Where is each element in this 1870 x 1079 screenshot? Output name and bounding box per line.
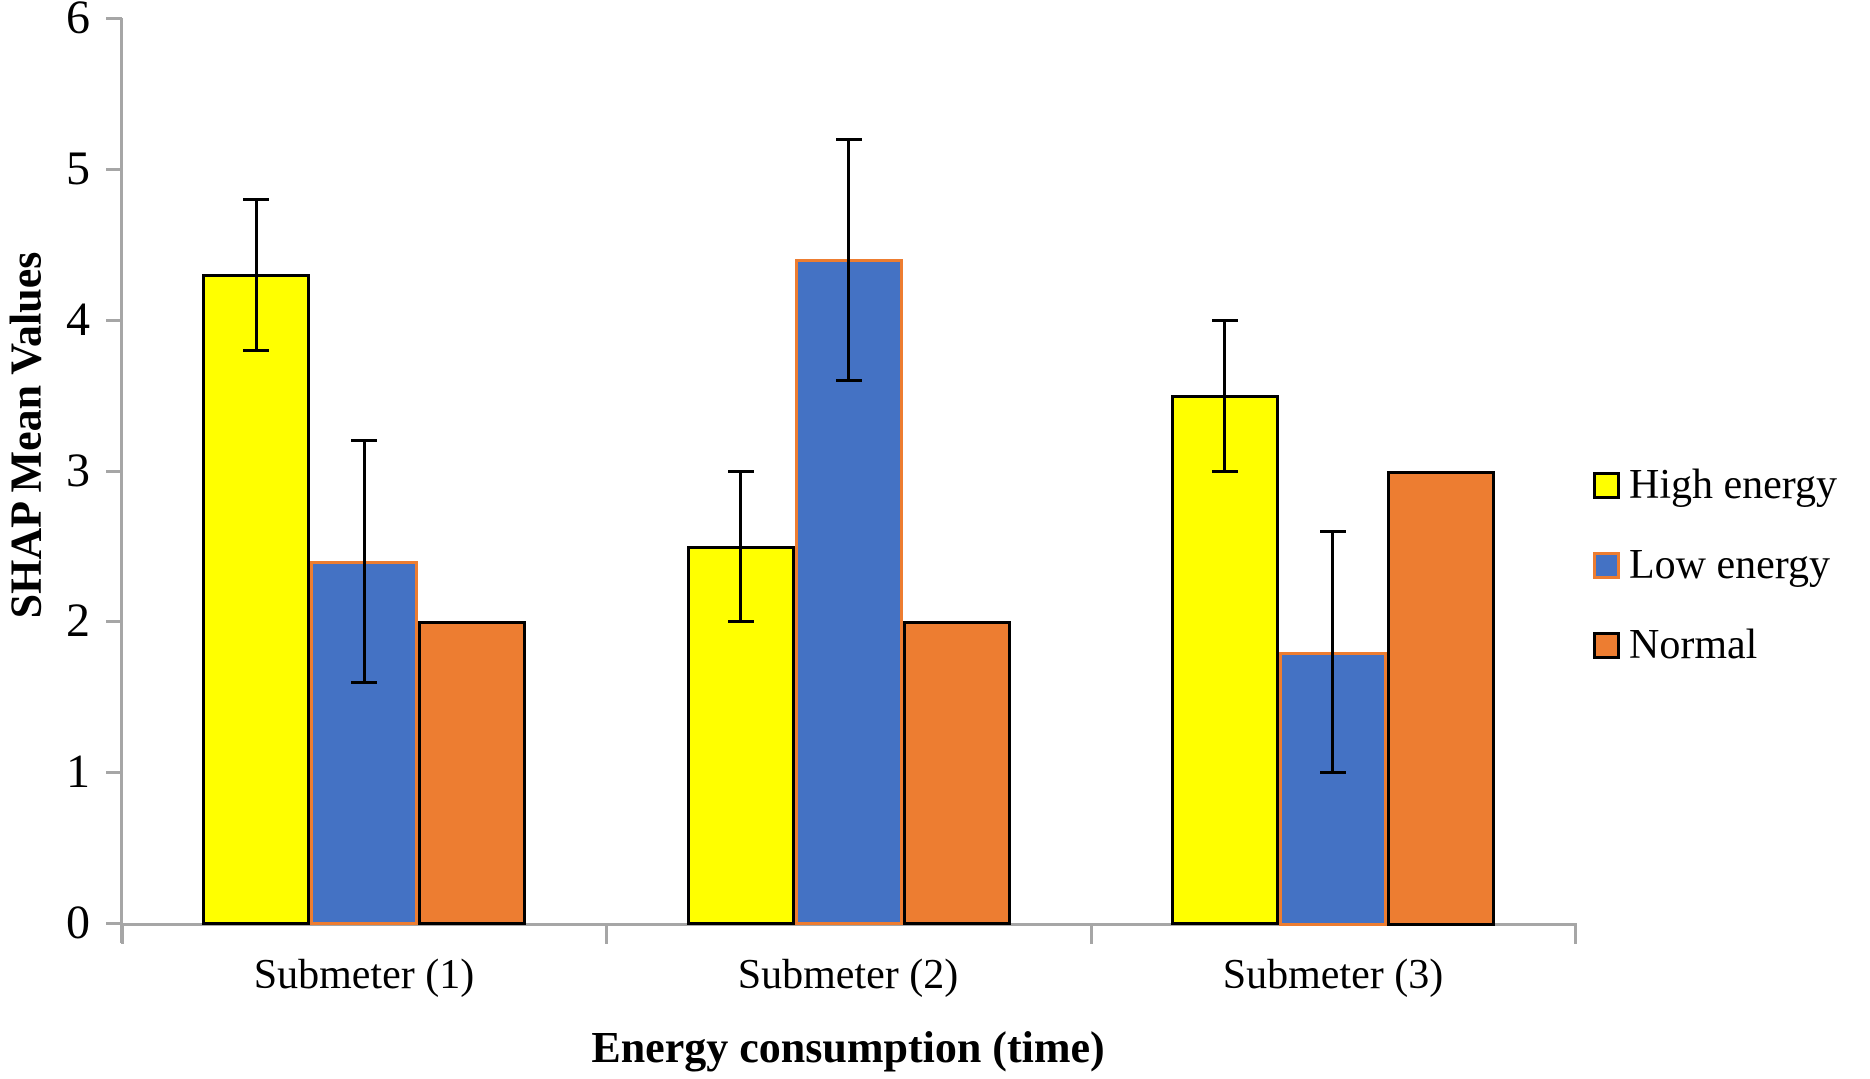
bar-normal [418, 621, 526, 925]
x-tick [121, 923, 124, 944]
error-bar-line [363, 440, 366, 681]
legend-item-low-energy: Low energy [1593, 538, 1837, 592]
y-tick-label: 1 [66, 745, 90, 798]
bar-normal [1387, 471, 1495, 926]
error-bar-cap-top [243, 198, 269, 201]
error-bar-cap-top [351, 439, 377, 442]
error-bar-line [1331, 531, 1334, 772]
legend: High energy Low energy Normal [1593, 458, 1837, 672]
error-bar-cap-bottom [1320, 771, 1346, 774]
bar-normal [903, 621, 1011, 925]
y-tick-label: 2 [66, 594, 90, 647]
y-tick [106, 17, 122, 20]
y-tick-label: 6 [66, 0, 90, 44]
legend-item-high-energy: High energy [1593, 458, 1837, 512]
x-tick [605, 923, 608, 944]
x-category-label-2: Submeter (2) [737, 952, 959, 998]
error-bar-cap-bottom [836, 379, 862, 382]
legend-item-normal: Normal [1593, 618, 1837, 672]
y-tick-label: 5 [66, 142, 90, 195]
x-tick [1574, 923, 1577, 944]
legend-swatch-normal [1593, 631, 1620, 659]
error-bar-line [739, 471, 742, 622]
legend-swatch-high-energy [1593, 471, 1620, 499]
legend-label-normal: Normal [1629, 622, 1758, 668]
x-category-label-1: Submeter (1) [253, 952, 475, 998]
y-tick-label: 4 [66, 293, 90, 346]
x-category-label-3: Submeter (3) [1222, 952, 1444, 998]
error-bar-cap-top [1320, 530, 1346, 533]
y-tick-label: 0 [66, 896, 90, 949]
y-tick-label: 3 [66, 444, 90, 497]
error-bar-cap-bottom [351, 681, 377, 684]
y-tick [106, 319, 122, 322]
bar-high-energy [1171, 395, 1279, 925]
bar-high-energy [202, 274, 310, 925]
error-bar-cap-bottom [728, 620, 754, 623]
error-bar-line [255, 199, 258, 350]
x-axis-title: Energy consumption (time) [591, 1023, 1105, 1072]
y-tick [106, 922, 122, 925]
y-tick [106, 771, 122, 774]
x-tick [1090, 923, 1093, 944]
error-bar-line [1223, 320, 1226, 471]
y-tick [106, 168, 122, 171]
legend-swatch-low-energy [1593, 551, 1620, 579]
error-bar-cap-bottom [1212, 470, 1238, 473]
error-bar-cap-bottom [243, 349, 269, 352]
error-bar-line [847, 139, 850, 380]
error-bar-cap-top [728, 470, 754, 473]
y-tick [106, 620, 122, 623]
y-tick [106, 470, 122, 473]
legend-label-high-energy: High energy [1629, 462, 1838, 508]
legend-label-low-energy: Low energy [1629, 542, 1830, 588]
y-axis-line [120, 18, 123, 943]
error-bar-cap-top [836, 138, 862, 141]
error-bar-cap-top [1212, 319, 1238, 322]
